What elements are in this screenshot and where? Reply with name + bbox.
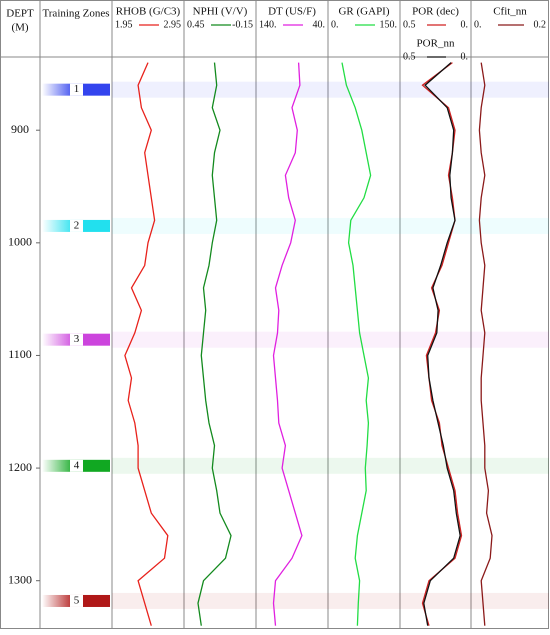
- scale-right: 2.95: [164, 19, 182, 30]
- curve-name: POR_nn: [417, 38, 455, 50]
- zone-label-box: [70, 459, 83, 472]
- scale-left: 140.: [259, 19, 277, 30]
- scale-right: 0.: [461, 19, 469, 30]
- zone-label: 2: [74, 219, 80, 231]
- zone-band: [112, 592, 549, 609]
- scale-left: 0.5: [403, 19, 416, 30]
- zones-title: Training Zones: [42, 8, 109, 20]
- scale-left: 0.: [474, 19, 482, 30]
- zone-label-box: [70, 83, 83, 96]
- log-curve: [197, 62, 232, 626]
- depth-title: DEPT: [6, 8, 34, 20]
- depth-tick-label: 900: [11, 122, 29, 136]
- zone-label-box: [70, 333, 83, 346]
- scale-right: -0.15: [232, 19, 253, 30]
- zone-band: [112, 81, 549, 98]
- zone-label: 5: [74, 595, 80, 607]
- depth-tick-label: 1300: [8, 572, 32, 586]
- zone-band: [112, 217, 549, 234]
- curve-name: NPHI (V/V): [193, 6, 248, 18]
- depth-unit: (M): [11, 22, 28, 34]
- scale-left: 1.95: [115, 19, 133, 30]
- zone-label: 3: [74, 333, 80, 345]
- scale-right: 150.: [380, 19, 398, 30]
- scale-right: 0.: [461, 51, 469, 62]
- scale-left: 0.5: [403, 51, 416, 62]
- log-curve: [341, 62, 372, 626]
- log-curve: [124, 62, 169, 626]
- scale-right: 0.2: [534, 19, 547, 30]
- scale-right: 40.: [313, 19, 326, 30]
- depth-tick-label: 1100: [8, 347, 32, 361]
- log-curve: [423, 62, 461, 626]
- curve-name: GR (GAPI): [338, 6, 389, 18]
- zone-label-box: [70, 594, 83, 607]
- zone-band: [112, 457, 549, 474]
- curve-name: RHOB (G/C3): [116, 6, 181, 18]
- curve-name: POR (dec): [412, 6, 459, 18]
- scale-left: 0.45: [187, 19, 205, 30]
- zone-band: [112, 331, 549, 348]
- log-curve: [272, 62, 303, 626]
- depth-tick-label: 1000: [8, 235, 32, 249]
- log-curve: [478, 62, 493, 626]
- depth-tick-label: 1200: [8, 460, 32, 474]
- zone-label: 1: [74, 83, 80, 95]
- zone-label-box: [70, 219, 83, 232]
- scale-left: 0.: [331, 19, 339, 30]
- curve-name: Cfit_nn: [493, 6, 527, 18]
- zone-label: 4: [74, 459, 80, 471]
- curve-name: DT (US/F): [268, 6, 316, 18]
